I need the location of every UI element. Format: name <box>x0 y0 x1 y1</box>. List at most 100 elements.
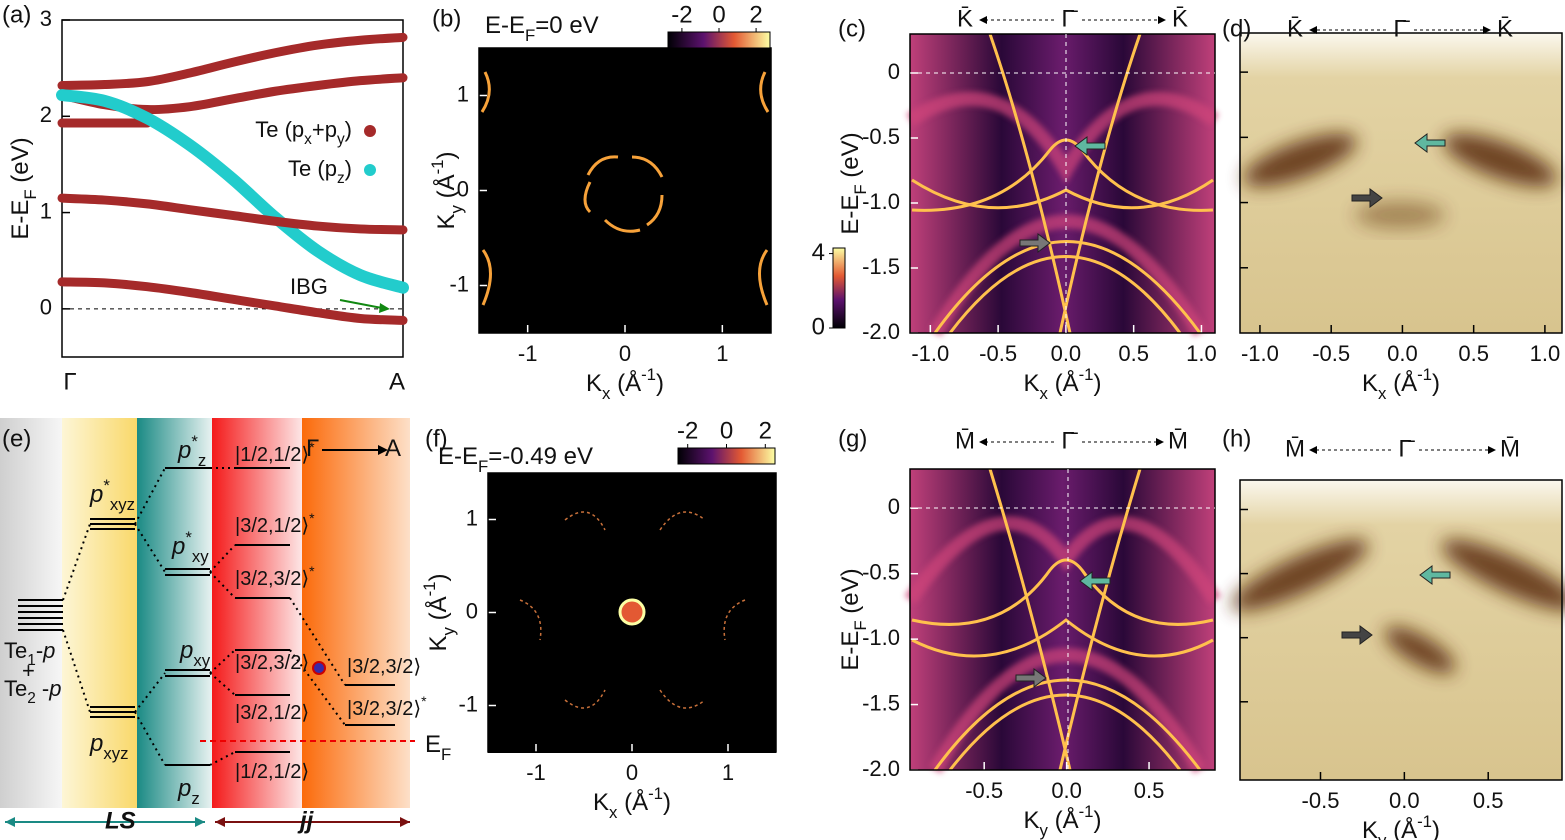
diagram-text: |3/2,3/2⟩* <box>347 693 427 721</box>
diagram-text: p*z <box>177 432 206 470</box>
diagram-text-part: |3/2,1/2⟩ <box>235 515 309 537</box>
y-axis-label-part: -1 <box>420 582 439 597</box>
diagram-text-part: 1 <box>27 652 36 669</box>
diagram-text: EF <box>425 731 451 764</box>
colorbar <box>832 247 846 329</box>
column <box>302 418 410 808</box>
legend-label-part: +p <box>312 117 337 142</box>
x-axis-label-part: (Å <box>1048 806 1079 834</box>
arpes-intensity <box>1243 133 1557 229</box>
ls-jj-arrows <box>5 817 410 827</box>
diagram-text-part: p <box>171 533 185 560</box>
energy-levels <box>18 467 395 766</box>
diagram-text-part: - <box>36 638 43 663</box>
panel-label: (f) <box>425 425 448 452</box>
k-point-label: M̄ <box>955 427 975 454</box>
diagram-text-part: z <box>198 451 206 470</box>
x-axis-label: Kx (Å-1) <box>593 784 671 822</box>
diagram-text-part: - <box>36 676 49 701</box>
diagram-text: |3/2,3/2⟩ <box>347 656 421 678</box>
x-tick-label: 0.0 <box>1051 341 1082 366</box>
band <box>57 277 408 325</box>
diagram-text: Γ <box>306 435 319 462</box>
y-tick-label: 0 <box>888 494 900 519</box>
diagram-text-part: |3/2,1/2⟩ <box>235 702 309 724</box>
level-connections <box>62 467 346 766</box>
annotation: IBG <box>290 274 328 299</box>
diagram-text-part: F <box>441 745 451 764</box>
x-tick-label: 0.5 <box>1118 341 1149 366</box>
diagram-text-part: 2 <box>27 690 36 707</box>
map-title-part: E-E <box>438 443 478 470</box>
diagram-text-part: xyz <box>110 495 135 514</box>
y-tick-label: -1.0 <box>862 625 900 650</box>
y-tick-label: 0 <box>457 176 469 201</box>
panel-label: (h) <box>1222 425 1251 452</box>
x-axis-label-part: -1 <box>1417 812 1432 831</box>
diagram-text: Te1-p <box>4 638 55 669</box>
x-axis-label-part: ) <box>663 789 671 816</box>
column <box>137 418 212 808</box>
x-axis-label-part: -1 <box>1417 365 1432 384</box>
x-tick-label: 0.0 <box>1389 788 1420 813</box>
y-tick-label: -2.0 <box>862 319 900 344</box>
x-tick-label: A <box>389 368 405 395</box>
y-tick-label: 0 <box>466 598 478 623</box>
column <box>62 418 137 808</box>
x-axis-label-part: (Å <box>617 788 648 816</box>
diagram-text-part: p <box>42 638 55 663</box>
panel-label: (a) <box>2 1 31 28</box>
diagram-text-part: + <box>22 658 35 683</box>
x-axis-label-part: K <box>1024 807 1040 834</box>
legend-label-part: ) <box>345 117 352 142</box>
x-axis-label-part: x <box>609 803 618 822</box>
x-tick-label: -1 <box>526 760 546 785</box>
x-tick-label: -0.5 <box>965 778 1003 803</box>
diagram-text-part: * <box>103 476 110 495</box>
x-axis-label-part: -1 <box>1079 802 1094 821</box>
k-point-label: K̄ <box>1172 5 1188 32</box>
y-axis-label: Ky (Å-1) <box>420 574 458 652</box>
x-axis-label-part: K <box>1024 370 1040 397</box>
x-axis-label-part: ) <box>1432 370 1440 397</box>
column <box>212 418 302 808</box>
x-axis-label-part: (Å <box>1386 816 1417 840</box>
legend-label-part: x <box>304 131 312 148</box>
y-axis-label-part: E-E <box>837 631 864 671</box>
legend-label: Te (px+py) <box>255 117 352 148</box>
arrow-head <box>378 445 388 455</box>
plot-frame <box>1239 32 1563 334</box>
diagram-text-part: p <box>89 481 103 508</box>
diagram-text: |1/2,1/2⟩* <box>235 439 315 467</box>
colorbar-tick-label: 2 <box>749 1 762 28</box>
x-tick-label: 0 <box>619 341 631 366</box>
arpes-intensity <box>1231 539 1565 674</box>
y-tick-label: 0 <box>888 59 900 84</box>
x-axis-label-part: ) <box>656 370 664 397</box>
legend-label-part: Te (p <box>255 117 304 142</box>
map-title-part: F <box>525 26 535 45</box>
map-title-part: F <box>478 457 488 476</box>
k-point-label: Γ̄ <box>1061 5 1078 32</box>
x-tick-label: -0.5 <box>1312 341 1350 366</box>
diagram-text: p*xyz <box>89 476 135 514</box>
x-tick-label: 0.5 <box>1473 788 1504 813</box>
panel-label: (c) <box>838 15 866 42</box>
legend-label-part: z <box>337 170 345 187</box>
legend-label-part: Te (p <box>288 156 337 181</box>
panel-label: (e) <box>2 425 31 452</box>
panel-label: (g) <box>838 425 867 452</box>
map-title-part: E-E <box>485 12 525 39</box>
y-tick-label: -0.5 <box>862 124 900 149</box>
y-axis-label: E-EF (eV) <box>7 137 40 239</box>
y-tick-label: -1 <box>449 271 469 296</box>
y-tick-label: -1.5 <box>862 690 900 715</box>
diagram-text: |3/2,1/2⟩ <box>235 702 309 724</box>
y-axis-label-part: -1 <box>428 160 447 175</box>
k-point-label: K̄ <box>1287 15 1303 42</box>
x-axis-label: Kx (Å-1) <box>586 365 664 403</box>
k-point-label: Γ̄ <box>1061 427 1078 454</box>
y-tick-label: -1.0 <box>862 189 900 214</box>
diagram-text-part: |1/2,1/2⟩ <box>235 761 309 783</box>
